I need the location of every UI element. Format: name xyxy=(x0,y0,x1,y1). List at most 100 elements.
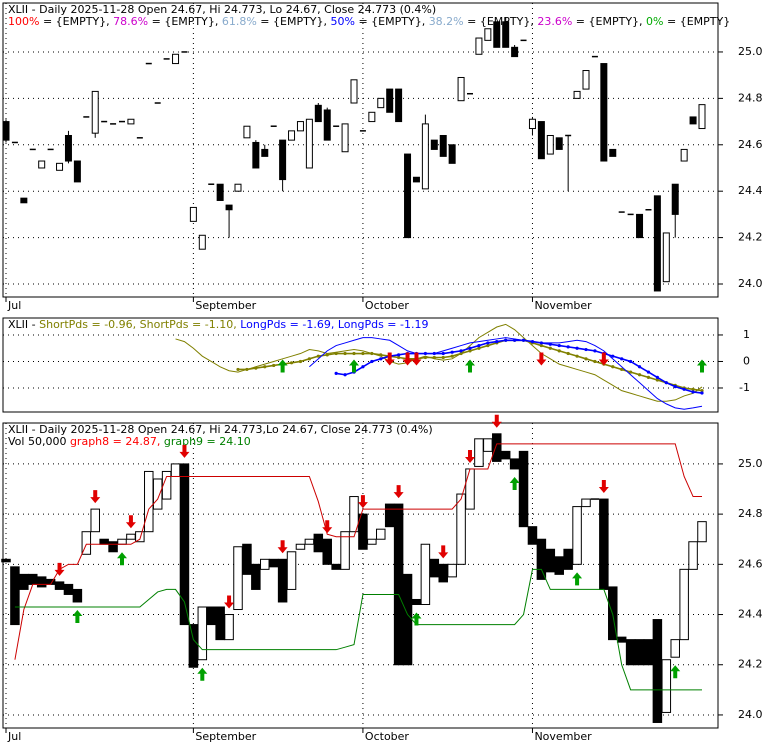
candle-body xyxy=(314,104,322,123)
candle-body xyxy=(554,556,564,575)
series-marker xyxy=(361,351,365,356)
candle-body xyxy=(367,538,377,545)
candle-body xyxy=(313,533,324,553)
series-marker xyxy=(504,338,508,342)
candle-body xyxy=(493,21,501,48)
legend-item: 50% xyxy=(331,15,355,28)
candle-body xyxy=(243,125,251,139)
candle-body xyxy=(511,46,519,58)
series-marker xyxy=(432,355,436,360)
candle-body xyxy=(127,118,135,125)
series-marker xyxy=(513,338,517,342)
candle-body xyxy=(643,639,654,666)
down-arrow xyxy=(491,414,502,428)
candle-body xyxy=(573,90,581,99)
candle-body xyxy=(91,90,99,134)
series-marker xyxy=(236,367,240,372)
candle-body xyxy=(581,498,591,508)
series-marker xyxy=(530,339,535,344)
candle-body xyxy=(393,503,404,666)
panel-frame xyxy=(2,317,719,413)
series-marker xyxy=(397,355,401,360)
candle-body xyxy=(671,183,679,215)
series-marker xyxy=(298,359,303,364)
series-marker xyxy=(450,350,454,354)
candle-body xyxy=(90,508,100,533)
candle-body xyxy=(295,543,306,550)
candle-body xyxy=(395,88,403,123)
candle-body xyxy=(117,538,127,545)
series-marker xyxy=(673,385,677,389)
candle-body xyxy=(545,548,556,573)
series-marker xyxy=(557,343,561,348)
candle-body xyxy=(252,141,260,169)
candle-body xyxy=(233,546,243,611)
candle-body xyxy=(518,450,529,528)
series-marker xyxy=(477,343,481,348)
x-tick-label: October xyxy=(365,299,409,312)
down-arrow xyxy=(277,540,288,554)
series-marker xyxy=(370,351,374,356)
down-arrow xyxy=(322,520,333,534)
series-marker xyxy=(620,357,624,361)
candle-body xyxy=(99,538,109,545)
candle-body xyxy=(600,63,608,162)
candle-body xyxy=(170,463,181,477)
candle-body xyxy=(331,563,341,570)
series-marker xyxy=(691,387,695,391)
series-marker xyxy=(495,339,499,344)
series-marker xyxy=(352,351,356,356)
x-tick-label: November xyxy=(534,730,592,743)
legend-item: 61.8% xyxy=(222,15,257,28)
candle-body xyxy=(474,438,484,467)
up-arrow xyxy=(117,552,127,566)
down-arrow xyxy=(357,495,368,509)
candle-body xyxy=(536,538,547,580)
candle-body xyxy=(636,213,644,239)
candle-body xyxy=(386,88,394,113)
candle-body xyxy=(430,139,438,150)
up-arrow xyxy=(411,612,422,626)
series-marker xyxy=(477,346,481,350)
candle-body xyxy=(172,53,180,65)
candle-body xyxy=(412,176,420,183)
down-arrow xyxy=(598,352,609,366)
candle-body xyxy=(179,463,190,626)
candle-body xyxy=(206,606,216,626)
candle-body xyxy=(509,458,520,470)
candle-body xyxy=(609,148,617,157)
candle-body xyxy=(286,551,297,590)
candle-body xyxy=(599,498,609,590)
series-marker xyxy=(611,354,615,358)
series-marker xyxy=(566,351,570,356)
candle-body xyxy=(340,531,350,570)
candle-body xyxy=(81,531,92,555)
candle-body xyxy=(404,153,412,239)
series-marker xyxy=(646,375,651,379)
series-marker xyxy=(575,346,579,350)
series-marker xyxy=(245,367,249,372)
up-arrow xyxy=(509,476,520,490)
candle-body xyxy=(358,513,368,550)
series-marker xyxy=(593,349,597,353)
down-arrow xyxy=(438,545,449,559)
down-arrow xyxy=(411,352,422,366)
candle-body xyxy=(1,558,11,563)
series-marker xyxy=(682,387,686,391)
panel-frame xyxy=(2,422,719,729)
candle-body xyxy=(634,639,645,666)
series-marker xyxy=(316,354,320,358)
candle-body xyxy=(144,470,154,533)
x-tick-label: October xyxy=(365,730,409,743)
y-tick-label: 1 xyxy=(743,328,750,341)
series-marker xyxy=(593,359,597,364)
series-marker xyxy=(575,354,579,358)
legend: 100% = {EMPTY}, 78.6% = {EMPTY}, 61.8% =… xyxy=(8,15,730,28)
candle-body xyxy=(653,195,661,292)
series-marker xyxy=(441,355,445,360)
chart-title: XLII - Daily 2025-11-28 Open 24.67, Hi 2… xyxy=(8,423,433,436)
candle-body xyxy=(38,160,46,169)
series-marker xyxy=(307,357,311,361)
series-marker xyxy=(637,373,642,377)
y-tick-label: 24.8 xyxy=(738,91,763,104)
